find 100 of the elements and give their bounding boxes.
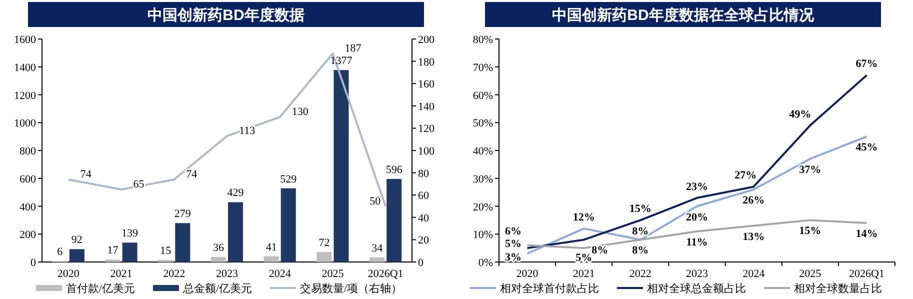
data-label: 37% [799, 164, 822, 176]
data-label: 45% [856, 142, 878, 154]
bar [228, 202, 243, 262]
data-label: 15% [629, 203, 652, 216]
legend-label: 相对全球总金额占比 [647, 282, 746, 295]
data-label: 15 [160, 244, 172, 257]
data-label: 20% [686, 211, 708, 224]
y-tick-label: 70% [472, 62, 493, 74]
y-tick-label: 1000 [14, 118, 36, 130]
x-tick-label: 2020 [57, 268, 80, 280]
x-tick-label: 2024 [742, 268, 766, 280]
bar [386, 178, 402, 262]
data-label: 5% [576, 252, 592, 264]
chart-title: 中国创新药BD年度数据在全球占比情况 [552, 6, 815, 24]
y2-tick-label: 140 [418, 100, 435, 113]
x-tick-label: 2026Q1 [368, 268, 404, 280]
data-label: 72 [318, 236, 330, 249]
y-tick-label: 600 [20, 173, 36, 186]
y2-tick-label: 40 [418, 212, 430, 224]
bar [122, 242, 138, 262]
bar [69, 249, 84, 262]
x-tick-label: 2023 [686, 268, 708, 280]
data-label: 34 [372, 242, 384, 254]
data-label: 17 [107, 244, 119, 257]
y-tick-label: 80% [472, 34, 493, 46]
y2-tick-label: 100 [418, 146, 435, 158]
data-label: 11% [686, 236, 708, 248]
x-tick-label: 2025 [322, 268, 344, 280]
legend-label: 相对全球数量占比 [794, 282, 882, 295]
y2-tick-label: 200 [418, 34, 435, 46]
data-label: 130 [292, 106, 309, 118]
y2-tick-label: 80 [418, 168, 430, 180]
x-tick-label: 2022 [163, 268, 186, 280]
x-tick-label: 2026Q1 [848, 268, 884, 280]
data-label: 139 [122, 228, 139, 240]
y2-tick-label: 160 [418, 78, 435, 91]
y2-tick-label: 20 [418, 234, 430, 247]
data-label: 429 [227, 187, 244, 200]
data-label: 14% [856, 228, 878, 240]
data-label: 74 [80, 168, 92, 180]
data-label: 113 [239, 125, 256, 138]
bar [211, 256, 226, 262]
data-label: 67% [856, 58, 878, 70]
x-tick-label: 2020 [516, 268, 539, 280]
data-label: 5% [505, 238, 522, 250]
data-label: 8% [632, 226, 649, 238]
data-label: 74 [186, 168, 198, 180]
y2-tick-label: 60 [418, 190, 430, 202]
y2-tick-label: 0 [418, 257, 424, 269]
bar [264, 256, 279, 262]
data-label: 26% [742, 194, 765, 207]
data-label: 3% [505, 252, 522, 264]
data-label: 92 [71, 234, 82, 246]
y-tick-label: 30% [472, 173, 493, 186]
data-label: 8% [632, 244, 649, 257]
y2-tick-label: 180 [418, 56, 435, 68]
data-label: 6 [57, 246, 64, 258]
bar [280, 188, 296, 262]
bar [175, 223, 190, 262]
bar [316, 252, 332, 262]
line-series [67, 52, 387, 208]
y-tick-label: 200 [20, 229, 36, 242]
legend-label: 首付款/亿美元 [66, 282, 135, 295]
data-label: 50 [370, 195, 382, 208]
data-label: 1377 [330, 55, 353, 68]
bar [334, 70, 349, 262]
y-tick-label: 10% [472, 229, 493, 242]
data-label: 49% [789, 108, 812, 120]
data-label: 65 [133, 178, 145, 191]
y-tick-label: 400 [20, 201, 36, 214]
y-tick-label: 1400 [14, 62, 36, 74]
data-label: 41 [266, 241, 277, 254]
legend-label: 交易数量/项（右轴） [300, 282, 402, 295]
data-label: 279 [174, 208, 192, 220]
y2-tick-label: 120 [418, 123, 435, 136]
data-label: 187 [344, 42, 362, 54]
x-tick-label: 2021 [110, 268, 132, 280]
data-label: 529 [280, 173, 298, 186]
data-label: 27% [734, 170, 757, 182]
data-label: 15% [799, 225, 822, 238]
data-label: 13% [742, 230, 765, 243]
y-tick-label: 1200 [14, 90, 36, 102]
y-tick-label: 20% [472, 201, 493, 214]
y-tick-label: 50% [472, 118, 493, 130]
data-label: 12% [572, 212, 595, 224]
y-tick-label: 800 [20, 146, 36, 158]
legend-label: 总金额/亿美元 [182, 282, 252, 295]
y-tick-label: 0% [478, 257, 493, 269]
x-tick-label: 2024 [268, 268, 292, 280]
x-tick-label: 2025 [799, 268, 822, 280]
data-label: 8% [592, 244, 608, 257]
legend-label: 相对全球首付款占比 [500, 282, 599, 295]
data-label: 6% [505, 225, 522, 238]
data-label: 23% [686, 180, 708, 193]
y-tick-label: 0 [30, 257, 36, 269]
x-tick-label: 2023 [216, 268, 238, 280]
y-tick-label: 60% [472, 90, 493, 102]
y-tick-label: 1600 [14, 34, 36, 46]
x-tick-label: 2021 [572, 268, 595, 280]
y-tick-label: 40% [472, 146, 493, 158]
